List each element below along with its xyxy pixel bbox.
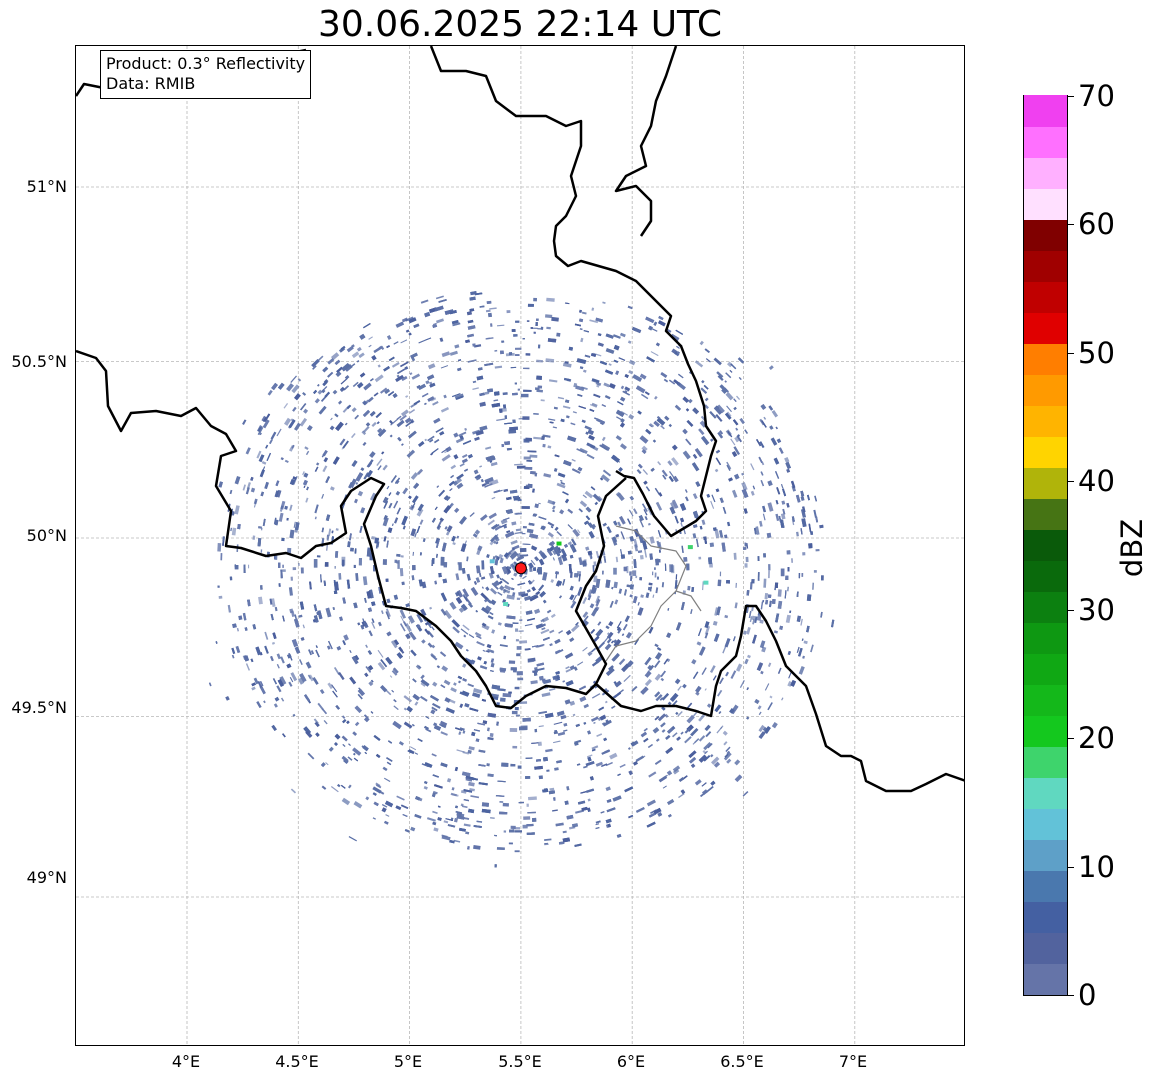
- lat-label-49: 49°N: [26, 868, 67, 887]
- colorbar-segment: [1024, 901, 1067, 933]
- colorbar-segment: [1024, 932, 1067, 964]
- lat-label-50-5: 50.5°N: [11, 352, 67, 371]
- colorbar-segment: [1024, 343, 1067, 375]
- colorbar-segment: [1024, 374, 1067, 406]
- colorbar-tick-label: 30: [1078, 592, 1115, 627]
- border-line: [574, 477, 627, 685]
- colorbar-tick-label: 10: [1078, 849, 1115, 884]
- colorbar-tick-label: 60: [1078, 207, 1115, 242]
- colorbar-tick-label: 40: [1078, 464, 1115, 499]
- colorbar-tick-label: 70: [1078, 79, 1115, 113]
- lon-label-6: 6°E: [616, 1052, 646, 1071]
- colorbar-segment: [1024, 436, 1067, 468]
- colorbar-segment: [1024, 250, 1067, 282]
- border-line: [614, 46, 678, 237]
- colorbar-tick: [1068, 866, 1074, 868]
- colorbar-label: dBZ: [1115, 518, 1149, 578]
- lon-label-7: 7°E: [838, 1052, 868, 1071]
- colorbar-segment: [1024, 808, 1067, 840]
- colorbar-tick: [1068, 609, 1074, 611]
- graticule: [76, 46, 964, 1045]
- colorbar-tick: [1068, 224, 1074, 226]
- border-line: [76, 349, 597, 710]
- colorbar-segment: [1024, 467, 1067, 499]
- lat-label-51: 51°N: [26, 177, 67, 196]
- colorbar-segment: [1024, 95, 1067, 127]
- colorbar-tick-label: 20: [1078, 721, 1115, 756]
- colorbar-segment: [1024, 219, 1067, 251]
- radar-site-dot: [514, 562, 527, 575]
- colorbar-tick: [1068, 96, 1074, 97]
- border-line: [595, 604, 964, 793]
- map-canvas: [76, 46, 964, 1045]
- reflectivity-echoes: [208, 291, 835, 868]
- colorbar-tick: [1068, 995, 1074, 996]
- colorbar-segment: [1024, 498, 1067, 530]
- colorbar-segment: [1024, 746, 1067, 778]
- colorbar-segment: [1024, 157, 1067, 189]
- colorbar-segment: [1024, 870, 1067, 902]
- lon-label-5-5: 5.5°E: [498, 1052, 542, 1071]
- lon-label-6-5: 6.5°E: [720, 1052, 764, 1071]
- product-info-box: Product: 0.3° Reflectivity Data: RMIB: [100, 50, 312, 99]
- colorbar-tick-label: 0: [1078, 978, 1097, 1012]
- colorbar-segment: [1024, 560, 1067, 592]
- lon-label-4-5: 4.5°E: [275, 1052, 319, 1071]
- border-line: [429, 46, 718, 538]
- colorbar-tick: [1068, 352, 1074, 354]
- colorbar-segment: [1024, 281, 1067, 313]
- product-label: Product: 0.3° Reflectivity: [106, 54, 306, 73]
- colorbar-segment: [1024, 529, 1067, 561]
- lon-label-5: 5°E: [393, 1052, 423, 1071]
- colorbar-segment: [1024, 777, 1067, 809]
- lat-label-49-5: 49.5°N: [11, 698, 67, 717]
- colorbar-segment: [1024, 653, 1067, 685]
- colorbar-tick-label: 50: [1078, 335, 1115, 370]
- colorbar-segment: [1024, 963, 1067, 995]
- radar-site-marker: [514, 562, 527, 575]
- map-title: 30.06.2025 22:14 UTC: [317, 4, 723, 45]
- colorbar-segment: [1024, 126, 1067, 158]
- colorbar-segment: [1024, 715, 1067, 747]
- lon-label-4: 4°E: [171, 1052, 201, 1071]
- colorbar-segment: [1024, 684, 1067, 716]
- colorbar: [1023, 95, 1068, 996]
- colorbar-segment: [1024, 839, 1067, 871]
- colorbar-segment: [1024, 591, 1067, 623]
- colorbar-tick: [1068, 738, 1074, 740]
- radar-map[interactable]: [75, 45, 965, 1046]
- colorbar-segment: [1024, 312, 1067, 344]
- border-line: [675, 590, 702, 612]
- lat-label-50: 50°N: [26, 526, 67, 545]
- colorbar-segment: [1024, 188, 1067, 220]
- colorbar-segment: [1024, 405, 1067, 437]
- colorbar-segment: [1024, 622, 1067, 654]
- data-source-label: Data: RMIB: [106, 74, 196, 93]
- colorbar-tick: [1068, 481, 1074, 483]
